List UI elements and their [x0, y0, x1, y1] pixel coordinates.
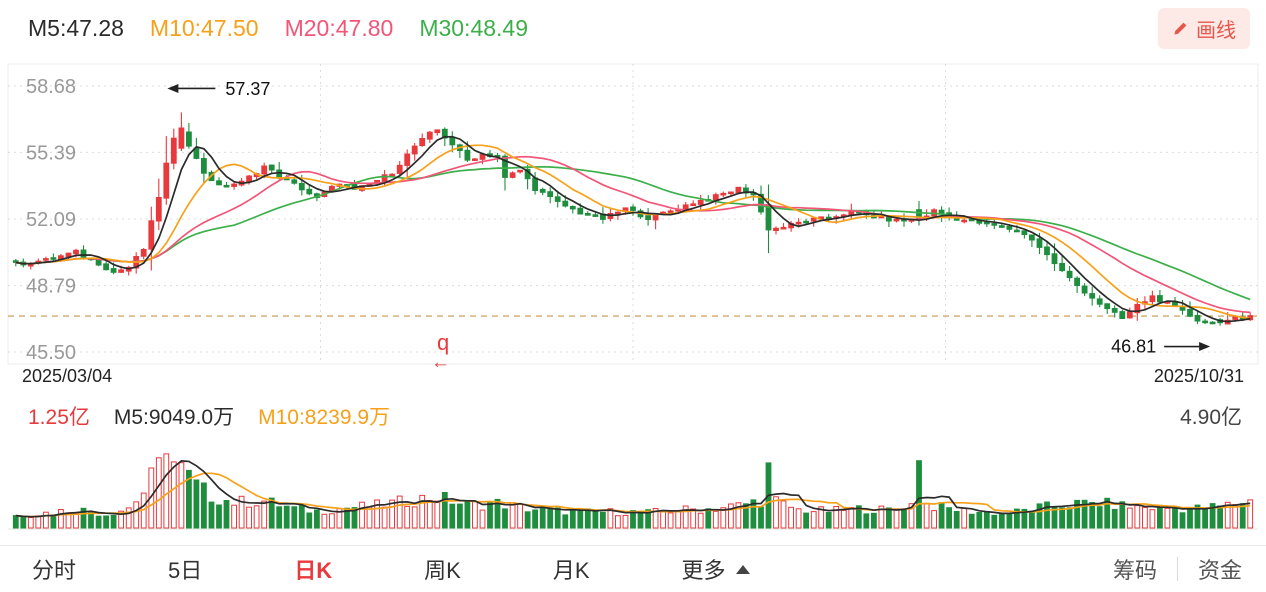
tab-more-label: 更多	[681, 558, 726, 583]
tab-daily-k[interactable]: 日K	[292, 548, 334, 590]
indicator-header: M5:47.28 M10:47.50 M20:47.80 M30:48.49 画…	[0, 0, 1266, 56]
svg-text:58.68: 58.68	[26, 76, 76, 98]
svg-text:48.79: 48.79	[26, 276, 76, 298]
period-tabs: 分时 5日 日K 周K 月K 更多	[30, 548, 752, 590]
end-date-label: 2025/10/31	[1153, 366, 1244, 386]
caret-up-icon	[735, 564, 750, 574]
date-axis: 2025/03/04 2025/10/31	[22, 366, 1244, 387]
volume-header: 1.25亿 M5:9049.0万 M10:8239.9万 4.90亿	[28, 401, 1242, 431]
tab-chips[interactable]: 筹码	[1112, 558, 1157, 583]
svg-text:q: q	[437, 330, 449, 355]
pencil-icon	[1174, 22, 1187, 35]
svg-text:←: ←	[431, 352, 450, 373]
svg-text:55.39: 55.39	[26, 142, 76, 164]
tab-monthly-k[interactable]: 月K	[552, 558, 590, 583]
volume-ma10-label: M10:8239.9万	[258, 406, 391, 429]
ma10-label: M10:47.50	[149, 14, 259, 41]
svg-text:46.81: 46.81	[1111, 337, 1156, 357]
volume-ma5-label: M5:9049.0万	[113, 406, 235, 429]
bottom-tab-bar: 分时 5日 日K 周K 月K 更多 筹码 资金	[0, 545, 1266, 592]
svg-text:57.37: 57.37	[225, 79, 270, 99]
svg-text:45.50: 45.50	[26, 342, 76, 364]
tab-funds[interactable]: 资金	[1197, 558, 1242, 583]
tab-weekly-k[interactable]: 周K	[424, 558, 461, 583]
tab-5day[interactable]: 5日	[168, 558, 203, 583]
draw-line-label: 画线	[1196, 19, 1236, 42]
start-date-label: 2025/03/04	[22, 366, 113, 386]
ma20-label: M20:47.80	[284, 14, 394, 41]
volume-chart[interactable]	[0, 398, 1266, 542]
draw-line-button[interactable]: 画线	[1158, 7, 1250, 49]
divider	[1176, 557, 1178, 581]
ma30-label: M30:48.49	[419, 14, 529, 41]
volume-current-label: 1.25亿	[28, 406, 90, 429]
svg-text:52.09: 52.09	[26, 209, 76, 231]
side-panel-switch: 筹码 资金	[1113, 553, 1242, 585]
tab-more[interactable]: 更多	[680, 548, 752, 590]
volume-scale-max-label: 4.90亿	[1180, 406, 1242, 429]
candlestick-chart[interactable]: 58.68 55.39 52.09 48.79 45.50 57.37 46.81 q←	[0, 56, 1266, 376]
tab-minute[interactable]: 分时	[32, 558, 77, 583]
ma5-label: M5:47.28	[28, 14, 124, 41]
